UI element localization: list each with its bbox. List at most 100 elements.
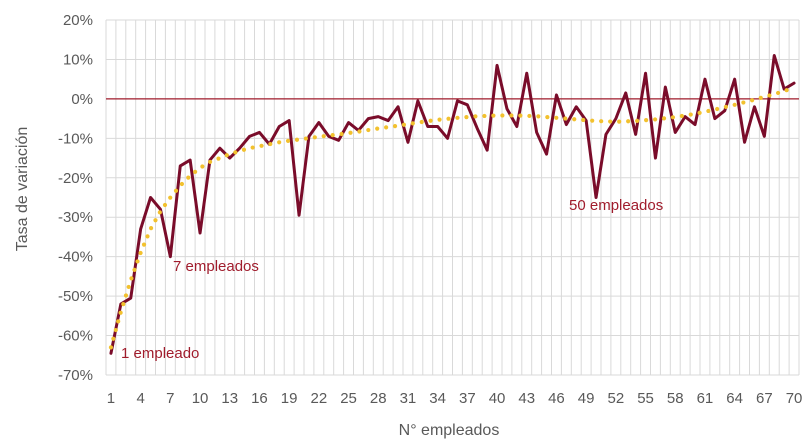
trend-dot xyxy=(536,114,541,119)
trend-dot xyxy=(250,145,255,150)
trend-dot xyxy=(148,226,154,231)
trend-dot xyxy=(446,116,451,121)
trendline xyxy=(108,88,789,350)
annotation-1-empleado: 1 empleado xyxy=(121,345,199,362)
x-tick-label: 64 xyxy=(726,390,743,407)
x-tick-label: 37 xyxy=(459,390,476,407)
trend-dot xyxy=(554,115,559,120)
trend-dot xyxy=(173,188,179,193)
trend-dot xyxy=(437,117,442,122)
x-tick-label: 4 xyxy=(136,390,144,407)
x-tick-label: 43 xyxy=(518,390,535,407)
trend-dot xyxy=(224,153,229,158)
trend-dot xyxy=(767,93,772,98)
x-tick-label: 46 xyxy=(548,390,565,407)
annotation-50-empleados: 50 empleados xyxy=(569,197,663,214)
trend-dot xyxy=(670,115,676,120)
trend-dot xyxy=(116,319,121,324)
trend-dot xyxy=(392,124,398,129)
trend-dot xyxy=(509,113,514,118)
trend-dot xyxy=(500,113,505,118)
trend-dot xyxy=(428,118,433,123)
trend-dot xyxy=(113,327,118,333)
trend-dot xyxy=(241,147,247,152)
x-tick-label: 67 xyxy=(756,390,773,407)
trend-dot xyxy=(121,302,126,307)
trend-dot xyxy=(186,175,191,180)
trend-dot xyxy=(303,136,308,141)
x-tick-label: 22 xyxy=(311,390,328,407)
x-tick-label: 70 xyxy=(786,390,803,407)
trend-dot xyxy=(652,117,658,122)
trend-dot xyxy=(111,336,116,341)
trend-dot xyxy=(697,110,702,115)
y-tick-label: 20% xyxy=(63,12,93,29)
trend-dot xyxy=(259,143,264,148)
trend-dot xyxy=(330,133,335,138)
y-tick-label: -70% xyxy=(58,367,93,384)
y-axis-title: Tasa de variación xyxy=(14,127,31,252)
trend-dot xyxy=(118,310,123,315)
trend-dot xyxy=(348,130,353,135)
x-tick-label: 61 xyxy=(697,390,714,407)
trend-dot xyxy=(617,119,622,124)
x-tick-label: 13 xyxy=(221,390,238,407)
y-tick-label: -10% xyxy=(58,130,93,147)
trend-dot xyxy=(775,90,781,96)
horizontal-gridlines xyxy=(106,19,799,376)
x-tick-label: 10 xyxy=(192,390,209,407)
annotation-7-empleados: 7 empleados xyxy=(173,258,259,275)
y-axis-tick-labels: -70% -60% -50% -40% -30% -20% -10% 0% 10% 20% xyxy=(58,12,93,384)
trend-dot xyxy=(644,118,649,123)
trend-dot xyxy=(661,116,667,121)
trend-dot xyxy=(384,125,389,130)
x-tick-label: 49 xyxy=(578,390,595,407)
trend-dot xyxy=(518,113,523,118)
y-tick-label: -30% xyxy=(58,209,93,226)
trend-dot xyxy=(491,113,496,118)
x-tick-label: 19 xyxy=(281,390,298,407)
x-axis-tick-labels: 1 4 7 10 13 16 19 22 25 28 31 34 37 40 43 46 49 52 55 58 61 6… xyxy=(107,390,803,407)
trend-dot xyxy=(123,293,129,298)
trend-dot xyxy=(138,250,143,256)
trend-dot xyxy=(715,106,720,112)
x-tick-label: 34 xyxy=(429,390,446,407)
x-axis-title: N° empleados xyxy=(399,422,500,439)
trend-dot xyxy=(581,117,586,123)
x-tick-label: 16 xyxy=(251,390,268,407)
trend-dot xyxy=(590,118,595,123)
trend-dot xyxy=(141,242,147,247)
trend-dot xyxy=(233,150,238,155)
trend-dot xyxy=(129,276,134,281)
trend-dot xyxy=(126,284,131,290)
trend-dot xyxy=(294,137,300,142)
trend-dot xyxy=(108,345,114,350)
trend-dot xyxy=(157,210,162,215)
trend-dot xyxy=(312,135,317,140)
y-tick-label: 10% xyxy=(63,51,93,68)
trend-dot xyxy=(563,116,568,121)
trend-dot xyxy=(741,100,746,105)
trend-dot xyxy=(268,141,273,147)
trend-dot xyxy=(572,117,577,122)
trend-dot xyxy=(473,114,478,119)
trend-dot xyxy=(375,126,380,131)
trend-dot xyxy=(366,127,371,133)
trend-dot xyxy=(135,259,140,264)
trend-dot xyxy=(216,156,221,161)
x-tick-label: 40 xyxy=(489,390,506,407)
trend-dot xyxy=(357,129,362,134)
trend-dot xyxy=(784,88,789,93)
trend-dot xyxy=(145,234,150,239)
x-tick-label: 1 xyxy=(107,390,115,407)
trend-dot xyxy=(168,195,173,200)
trend-dot xyxy=(321,134,326,139)
y-tick-label: 0% xyxy=(71,91,93,108)
trend-dot xyxy=(410,121,415,126)
trend-dot xyxy=(732,102,737,107)
trend-dot xyxy=(339,131,344,137)
trend-dot xyxy=(419,119,424,125)
y-tick-label: -20% xyxy=(58,170,93,187)
y-tick-label: -50% xyxy=(58,288,93,305)
trend-dot xyxy=(200,164,205,169)
